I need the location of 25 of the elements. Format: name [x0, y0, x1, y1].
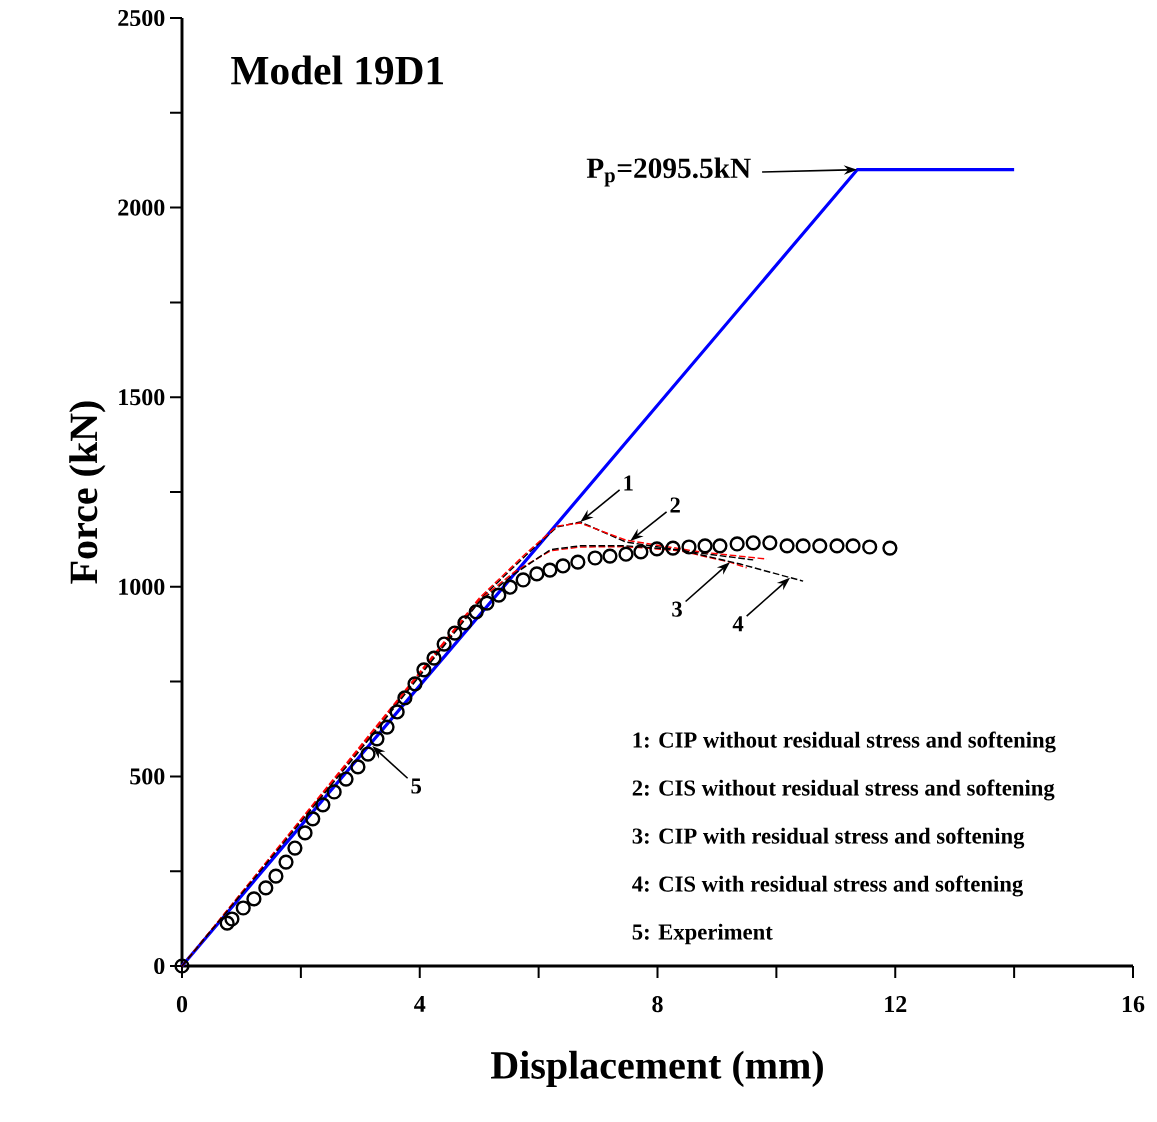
annotation: 5 — [411, 778, 422, 794]
y-tick-label: 2500 — [118, 9, 165, 27]
x-tick-label: 8 — [652, 996, 663, 1013]
annotation: 3: CIP with residual stress and softening — [632, 827, 1025, 849]
annotation: 1: CIP without residual stress and softening — [633, 731, 1056, 753]
x-tick-label: 0 — [176, 996, 188, 1013]
y-tick-label: 2000 — [118, 199, 165, 216]
annotation: 3 — [672, 601, 682, 617]
annotation: 4 — [732, 616, 744, 632]
x-axis-title: Displacement (mm) — [491, 1050, 823, 1087]
y-tick-label: 500 — [130, 768, 165, 785]
annotation: 4: CIS with residual stress and softening — [632, 875, 1024, 897]
annotation: P$_{p}$=2095.5kN — [586, 157, 751, 187]
y-tick-label: 0 — [154, 957, 165, 975]
y-axis-title: Force (kN) — [69, 401, 106, 584]
annotation: 5: Experiment — [632, 923, 773, 945]
x-tick-label: 4 — [414, 996, 426, 1012]
annotation: 1 — [624, 475, 633, 491]
x-tick-label: 16 — [1122, 996, 1145, 1013]
y-tick-label: 1000 — [119, 578, 165, 595]
text: Model 19D1 — [231, 55, 444, 85]
y-tick-label: 1500 — [119, 389, 165, 406]
annotation: 2 — [670, 497, 680, 513]
x-tick-label: 12 — [885, 996, 907, 1012]
annotation: 2: CIS without residual stress and softening — [632, 779, 1055, 801]
